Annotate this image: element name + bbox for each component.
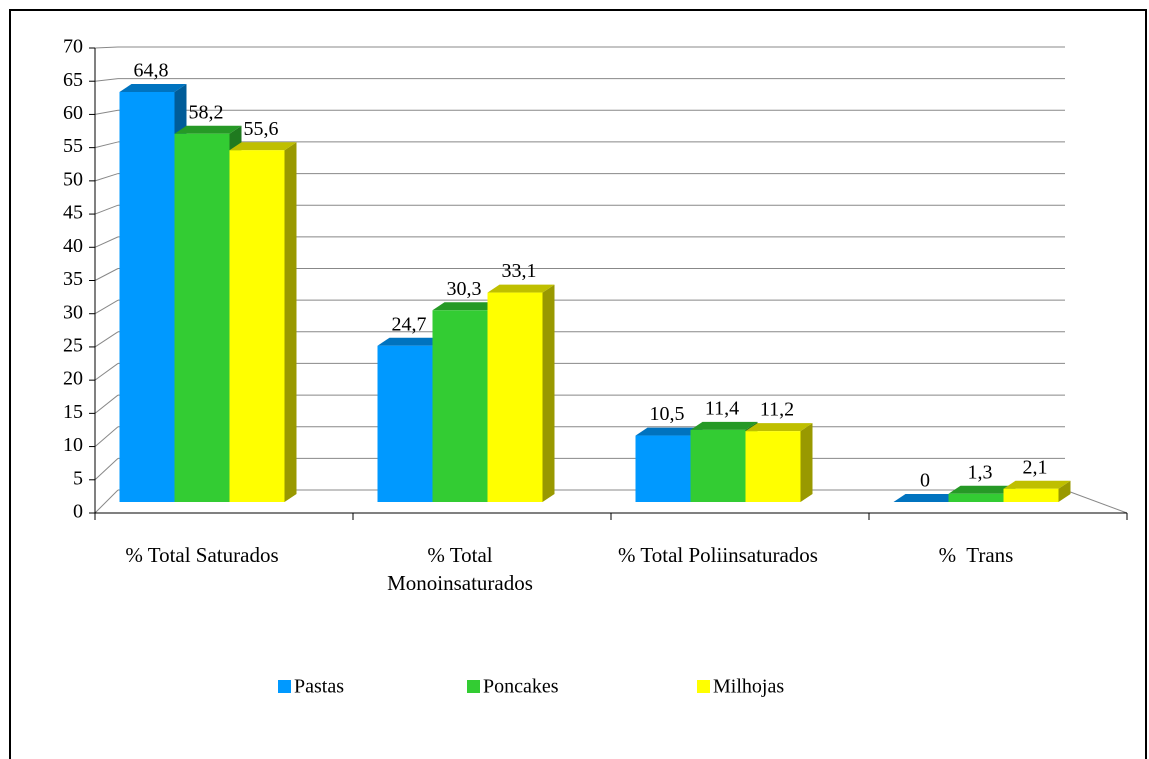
legend-swatch [467, 680, 480, 693]
bar-top [119, 84, 187, 92]
data-label: 24,7 [392, 313, 427, 335]
side-grid-line [94, 46, 119, 49]
x-tick-label: % Total Poliinsaturados [618, 543, 818, 567]
side-grid-line [94, 204, 119, 215]
y-tick-label: 45 [63, 202, 83, 224]
y-tick-label: 10 [63, 434, 83, 456]
data-label: 33,1 [502, 260, 537, 282]
data-label: 10,5 [650, 403, 685, 425]
side-grid-line [94, 268, 119, 281]
y-tick-label: 0 [73, 501, 83, 523]
bar-top [174, 125, 242, 134]
bar-side [800, 423, 813, 502]
bar-side [284, 142, 297, 502]
bar-top [893, 494, 961, 502]
x-tick-label: % Total Saturados [125, 543, 279, 567]
bar-top [948, 485, 1016, 494]
bar-top [432, 302, 500, 311]
side-grid-line [94, 109, 119, 115]
bar [948, 493, 1004, 502]
y-tick-label: 60 [63, 102, 83, 124]
data-label: 64,8 [134, 60, 169, 82]
y-tick-label: 65 [63, 69, 83, 91]
bar-top [229, 142, 297, 151]
y-tick-label: 25 [63, 335, 83, 357]
bar [1003, 488, 1059, 502]
legend-label: Poncakes [483, 676, 559, 698]
bar [745, 431, 801, 502]
data-label: 0 [920, 470, 930, 492]
y-tick-label: 15 [63, 401, 83, 423]
side-grid-line [94, 299, 119, 315]
bar-top [690, 421, 758, 430]
bar-side [542, 284, 555, 502]
bar [432, 310, 488, 502]
legend-label: Pastas [294, 676, 344, 698]
side-grid-line [94, 236, 119, 248]
data-label: 58,2 [189, 101, 224, 123]
bar [635, 435, 691, 502]
bar [487, 292, 543, 502]
bar [377, 345, 433, 502]
bar-top [487, 284, 555, 293]
data-label: 11,2 [760, 399, 794, 421]
side-grid-line [94, 457, 119, 481]
bar-top [745, 423, 813, 432]
y-tick-label: 35 [63, 268, 83, 290]
y-tick-label: 30 [63, 301, 83, 323]
x-tick-label: % Trans [938, 543, 1014, 567]
y-tick-label: 20 [63, 368, 83, 390]
bar-top [377, 337, 445, 346]
bar-side [1058, 480, 1071, 502]
side-grid-line [94, 394, 119, 414]
legend-swatch [278, 680, 291, 693]
floor-back [1064, 489, 1128, 514]
y-tick-label: 40 [63, 235, 83, 257]
data-label: 2,1 [1023, 456, 1048, 478]
side-grid-line [94, 173, 119, 182]
bar [174, 133, 230, 502]
legend-swatch [697, 680, 710, 693]
side-grid-line [94, 331, 119, 348]
side-grid-line [94, 489, 119, 514]
side-grid-line [94, 363, 119, 381]
y-tick-label: 50 [63, 168, 83, 190]
data-label: 11,4 [705, 397, 739, 419]
bar [119, 92, 175, 502]
y-tick-label: 55 [63, 135, 83, 157]
bar-top [635, 427, 703, 436]
side-grid-line [94, 426, 119, 447]
y-tick-label: 70 [63, 36, 83, 58]
side-grid-line [94, 78, 119, 82]
frame [9, 9, 1147, 759]
x-tick-label: % Total Monoinsaturados [387, 543, 533, 595]
data-label: 1,3 [968, 461, 993, 483]
data-label: 55,6 [244, 118, 279, 140]
bar [229, 150, 285, 502]
bar [690, 429, 746, 502]
side-grid-line [94, 141, 119, 149]
data-label: 30,3 [447, 278, 482, 300]
y-tick-label: 5 [73, 467, 83, 489]
bar-top [1003, 480, 1071, 489]
legend-label: Milhojas [713, 676, 784, 698]
